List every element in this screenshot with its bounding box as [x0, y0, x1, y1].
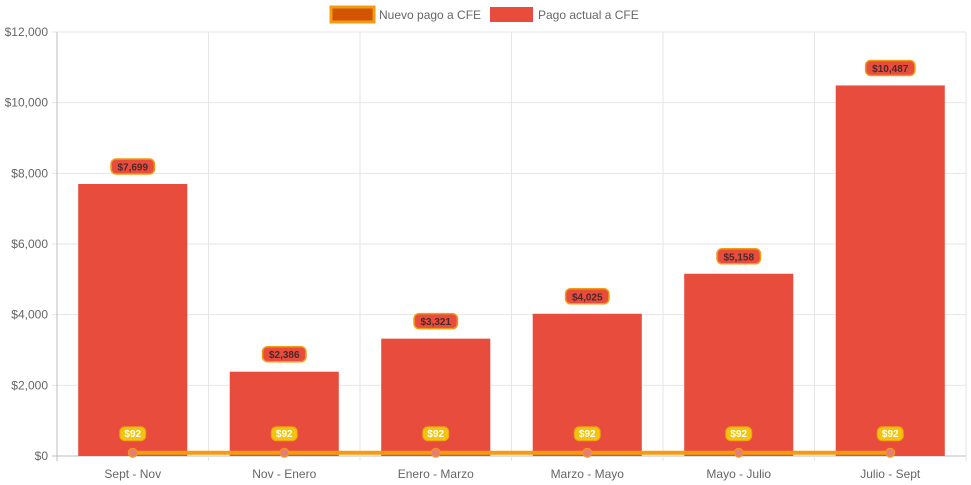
line-data-label: $92	[730, 429, 747, 440]
bar-data-label: $5,158	[723, 252, 754, 263]
line-point[interactable]	[885, 447, 896, 458]
y-tick-label: $6,000	[11, 237, 48, 251]
legend-swatch-nuevo-pago[interactable]	[329, 5, 376, 24]
y-axis: $0 $2,000 $4,000 $6,000 $8,000 $10,000 $12,000	[5, 25, 49, 463]
y-tick-label: $12,000	[5, 25, 49, 39]
y-tick-label: $4,000	[11, 308, 48, 322]
line-point[interactable]	[127, 447, 138, 458]
line-label-box	[876, 426, 904, 442]
bar[interactable]	[684, 273, 794, 456]
y-tick-label: $0	[35, 449, 49, 463]
bar-label-box	[413, 312, 459, 330]
bar-data-label: $10,487	[872, 64, 909, 75]
line-label-box	[119, 426, 147, 442]
bar-labels: $7,699 $2,386 $3,321 $4,025 $5,158 $10,487	[110, 59, 916, 363]
line-point[interactable]	[582, 447, 593, 458]
x-axis: Sept - Nov Nov - Enero Enero - Marzo Marzo …	[104, 467, 921, 481]
x-tick-label: Enero - Marzo	[398, 467, 474, 481]
bar-label-box	[864, 59, 916, 77]
line-point[interactable]	[430, 447, 441, 458]
y-tick-label: $8,000	[11, 166, 48, 180]
x-tick-label: Marzo - Mayo	[551, 467, 625, 481]
legend-label-pago-actual[interactable]: Pago actual a CFE	[538, 8, 639, 22]
y-tick-label: $10,000	[5, 96, 49, 110]
bar[interactable]	[78, 183, 188, 456]
line-data-label: $92	[427, 429, 444, 440]
bar-data-label: $4,025	[572, 292, 603, 303]
line-data-label: $92	[579, 429, 596, 440]
bar-data-label: $2,386	[269, 350, 300, 361]
bar[interactable]	[835, 85, 945, 456]
bar-label-box	[261, 345, 307, 363]
legend: Nuevo pago a CFE Pago actual a CFE	[329, 5, 639, 24]
x-tick-label: Sept - Nov	[104, 467, 161, 481]
bar-label-box	[110, 158, 156, 175]
line-labels: $92 $92 $92 $92 $92 $92	[119, 426, 904, 442]
bar-label-box	[716, 248, 762, 265]
x-tick-label: Nov - Enero	[252, 467, 316, 481]
grid	[52, 31, 967, 461]
line-data-label: $92	[882, 429, 899, 440]
y-tick-label: $2,000	[11, 378, 48, 392]
x-tick-label: Mayo - Julio	[706, 467, 771, 481]
bar-data-label: $7,699	[117, 162, 148, 173]
line-label-box	[725, 426, 753, 442]
line-label-box	[422, 426, 450, 442]
line-data-label: $92	[124, 429, 141, 440]
line-label-box	[270, 426, 298, 442]
bar-data-label: $3,321	[420, 317, 451, 328]
bar[interactable]	[229, 371, 339, 456]
legend-label-nuevo-pago[interactable]: Nuevo pago a CFE	[379, 8, 481, 22]
x-tick-label: Julio - Sept	[860, 467, 921, 481]
line-point[interactable]	[279, 447, 290, 458]
bar-label-box	[564, 288, 610, 305]
line-label-box	[573, 426, 601, 442]
line-series	[127, 447, 896, 458]
legend-swatch-pago-actual[interactable]	[490, 7, 533, 22]
line-data-label: $92	[276, 429, 293, 440]
line-point[interactable]	[733, 447, 744, 458]
